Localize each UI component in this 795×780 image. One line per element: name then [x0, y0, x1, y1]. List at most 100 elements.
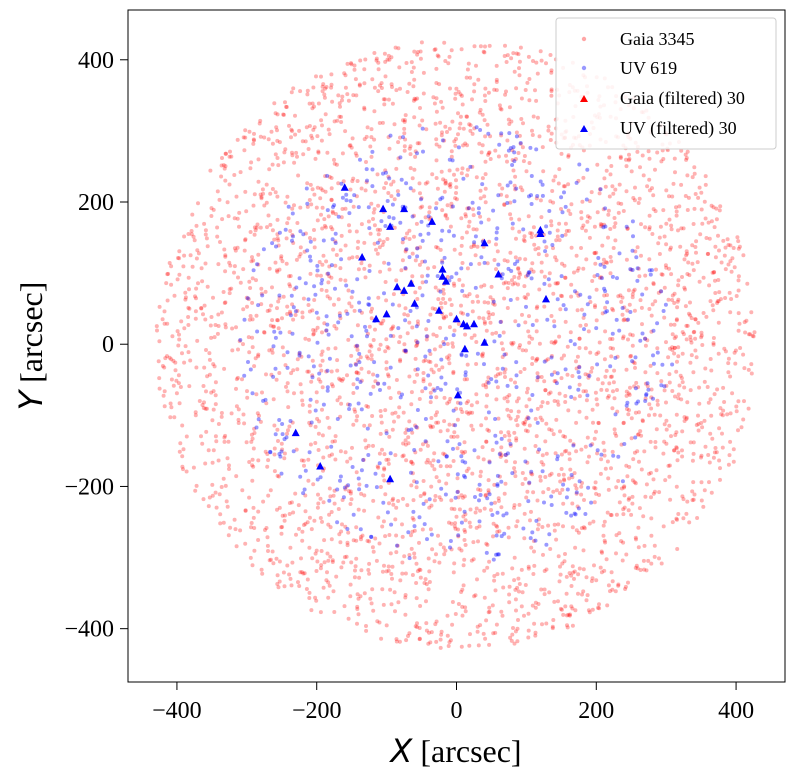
gaia-point [542, 274, 547, 279]
gaia-point [372, 137, 377, 142]
gaia-point [463, 449, 468, 454]
gaia-point [648, 470, 653, 475]
gaia-point [670, 298, 675, 302]
gaia-point [626, 412, 631, 417]
gaia-point [532, 242, 537, 247]
uv-point [314, 310, 319, 315]
gaia-point [343, 243, 348, 248]
gaia-point [384, 366, 389, 371]
gaia-point [636, 266, 641, 271]
gaia-point [389, 55, 394, 60]
y-tick-label: 0 [102, 332, 114, 358]
gaia-point [540, 525, 545, 529]
gaia-point [684, 156, 689, 160]
uv-point [495, 482, 500, 487]
uv-point [424, 334, 429, 339]
gaia-point [574, 366, 579, 371]
legend-marker-gaia [581, 36, 587, 42]
gaia-point [276, 243, 281, 248]
gaia-point [584, 415, 589, 420]
gaia-point [604, 388, 609, 393]
gaia-point [272, 452, 277, 457]
uv-point [388, 133, 393, 138]
gaia-point [221, 476, 226, 481]
gaia-point [556, 522, 561, 527]
uv-point [544, 542, 549, 547]
gaia-point [462, 440, 467, 445]
gaia-point [241, 412, 246, 417]
gaia-point [318, 610, 323, 615]
uv-point [387, 215, 392, 220]
gaia-point [433, 413, 438, 418]
gaia-point [302, 249, 307, 254]
gaia-point [616, 479, 621, 483]
gaia-point [734, 409, 739, 414]
gaia-point [446, 644, 451, 648]
gaia-point [563, 221, 568, 226]
gaia-point [332, 119, 337, 124]
gaia-point [293, 132, 298, 137]
gaia-point [481, 457, 486, 462]
gaia-point [511, 340, 516, 345]
gaia-point [470, 131, 475, 136]
gaia-point [359, 568, 364, 573]
gaia-point [291, 86, 296, 91]
uv-point [443, 492, 448, 497]
gaia-point [433, 285, 438, 290]
gaia-point [682, 419, 687, 423]
gaia-point [541, 169, 546, 174]
gaia-point [222, 166, 227, 171]
uv-point [564, 510, 569, 515]
gaia-point [527, 340, 532, 345]
uv-point [463, 475, 468, 480]
gaia-point [431, 387, 436, 392]
uv-point [514, 385, 519, 390]
gaia-point [495, 524, 500, 529]
uv-point [529, 193, 533, 198]
uv-point [506, 148, 511, 153]
x-tick-label: 400 [718, 698, 754, 724]
gaia-point [281, 353, 286, 358]
gaia-point [614, 433, 619, 438]
uv-point [308, 397, 313, 402]
gaia-point [691, 268, 696, 273]
gaia-point [255, 222, 260, 227]
gaia-point [326, 127, 331, 132]
gaia-point [251, 258, 256, 263]
gaia-point [485, 565, 490, 570]
uv-point [508, 180, 513, 185]
gaia-point [382, 186, 387, 190]
gaia-point [204, 406, 209, 411]
gaia-point [222, 439, 227, 444]
uv-point [495, 552, 500, 557]
gaia-point [552, 522, 557, 527]
uv-point [350, 465, 355, 469]
uv-point [495, 473, 500, 478]
gaia-point [333, 346, 338, 351]
gaia-point [678, 373, 683, 378]
uv-point [605, 300, 610, 305]
gaia-point [320, 205, 325, 210]
gaia-point [714, 206, 719, 211]
gaia-point [632, 308, 637, 313]
gaia-point [407, 81, 412, 86]
gaia-point [749, 362, 754, 367]
gaia-point [534, 98, 539, 103]
uv-point [387, 176, 392, 181]
gaia-point [683, 194, 688, 198]
gaia-point [379, 321, 384, 326]
gaia-point [698, 232, 703, 237]
uv-point [493, 433, 498, 438]
gaia-point [177, 449, 182, 454]
gaia-point [389, 327, 394, 332]
gaia-point [420, 389, 425, 394]
gaia-point [510, 566, 515, 571]
uv-point [315, 340, 320, 345]
uv-point [630, 219, 635, 224]
gaia-point [640, 418, 645, 423]
gaia-point [513, 319, 518, 324]
gaia-point [413, 154, 418, 159]
gaia-point [284, 105, 289, 109]
gaia-point [448, 396, 453, 401]
gaia-point [746, 406, 751, 411]
